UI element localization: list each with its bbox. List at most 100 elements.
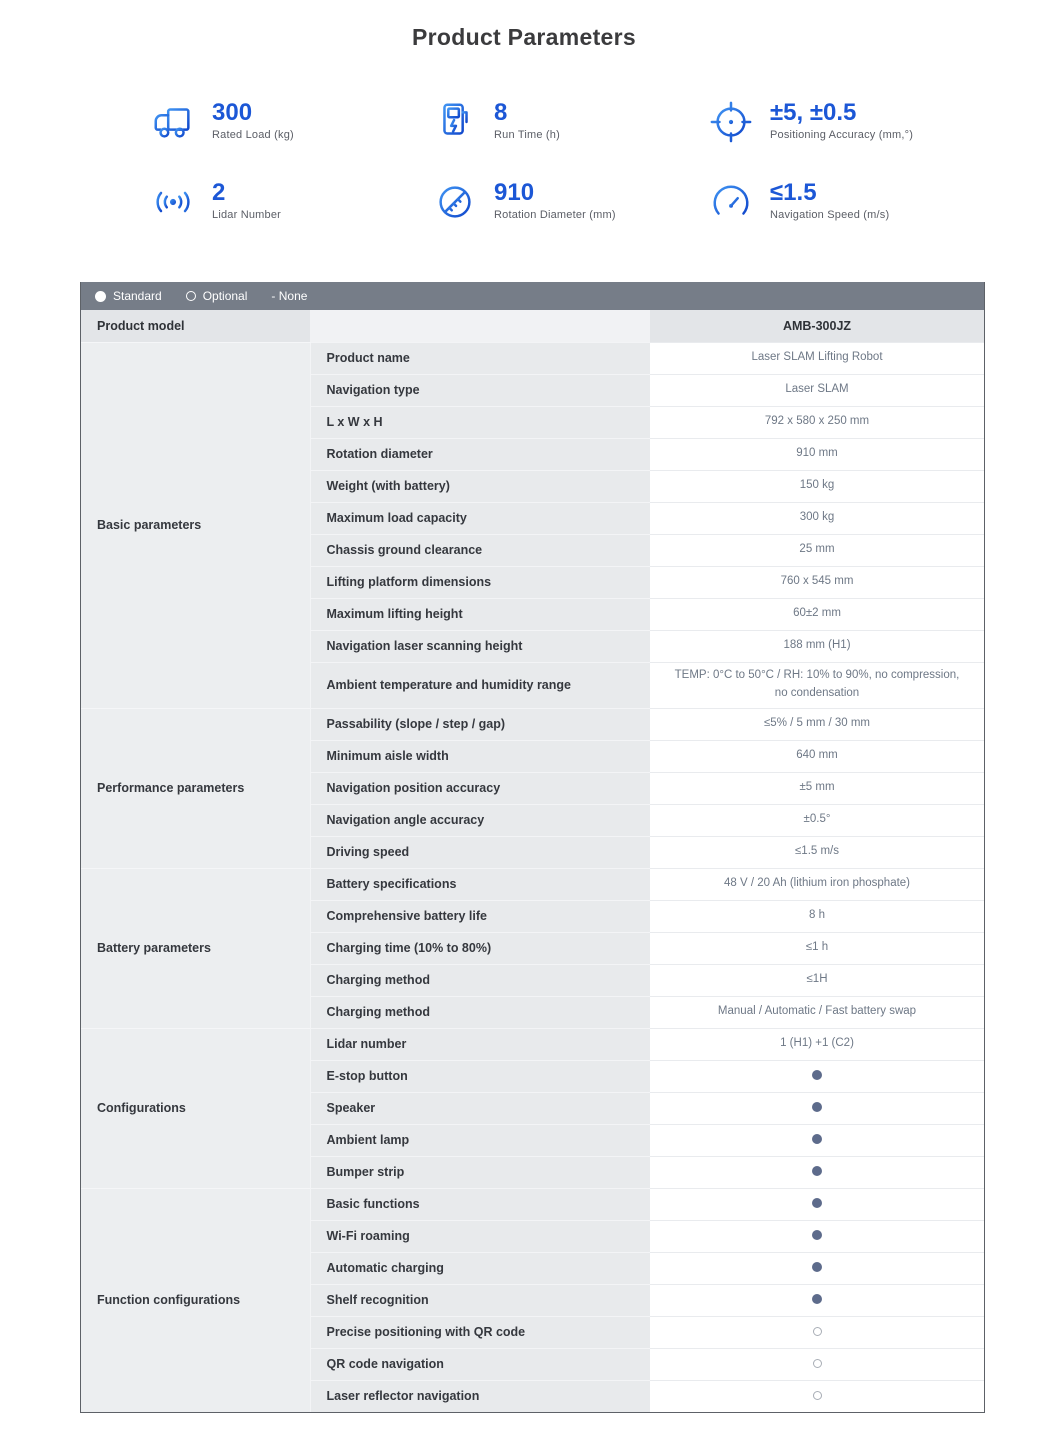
stat-value: 300 bbox=[212, 99, 253, 126]
speedometer-icon bbox=[713, 185, 749, 215]
value-cell: 150 kg bbox=[650, 469, 984, 502]
table-row: Navigation laser scanning height 188 mm (… bbox=[81, 629, 984, 662]
param-label: Product name bbox=[309, 341, 650, 374]
stat-lidar-number: 2 Lidar Number bbox=[150, 179, 432, 225]
stat-label: Lidar Number bbox=[212, 209, 282, 222]
standard-dot-icon bbox=[812, 1102, 822, 1113]
standard-dot-icon bbox=[812, 1230, 822, 1241]
charging-station-icon bbox=[440, 103, 468, 139]
param-label: Lifting platform dimensions bbox=[309, 565, 650, 598]
table-row: Minimum aisle width 640 mm bbox=[81, 739, 984, 772]
table-row: Ambient temperature and humidity range TE… bbox=[81, 661, 984, 708]
page-title: Product Parameters bbox=[412, 24, 636, 50]
table-row: Shelf recognition bbox=[81, 1283, 984, 1316]
marker-cell bbox=[650, 1283, 984, 1316]
table-row: Charging method ≤1H bbox=[81, 963, 984, 996]
section-label: Configurations bbox=[81, 1027, 310, 1188]
param-label: Maximum load capacity bbox=[309, 501, 650, 534]
table-row: Comprehensive battery life 8 h bbox=[81, 899, 984, 932]
table-row: Chassis ground clearance 25 mm bbox=[81, 533, 984, 566]
value-cell: ≤5% / 5 mm / 30 mm bbox=[650, 707, 984, 740]
value-cell: 300 kg bbox=[650, 501, 984, 534]
param-label: Chassis ground clearance bbox=[309, 533, 650, 566]
marker-cell bbox=[650, 1155, 984, 1188]
value-cell: ±5 mm bbox=[650, 771, 984, 804]
value-cell: 60±2 mm bbox=[650, 597, 984, 630]
legend-none-label: - None bbox=[271, 289, 308, 303]
param-label: Maximum lifting height bbox=[309, 597, 650, 630]
marker-cell bbox=[650, 1251, 984, 1284]
table-row: Navigation type Laser SLAM bbox=[81, 373, 984, 406]
legend-none: - None bbox=[271, 289, 307, 303]
table-row: Basic parameters Product name Laser SLAM L… bbox=[81, 341, 984, 708]
param-label: Navigation type bbox=[309, 373, 650, 406]
table-row: Automatic charging bbox=[81, 1251, 984, 1284]
marker-cell bbox=[650, 1091, 984, 1124]
param-label: L x W x H bbox=[309, 405, 650, 438]
product-model-row: Product model AMB-300JZ bbox=[81, 310, 984, 342]
param-label: Battery specifications bbox=[309, 867, 650, 900]
optional-circle-icon bbox=[812, 1390, 822, 1400]
param-label: Passability (slope / step / gap) bbox=[309, 707, 650, 740]
marker-cell bbox=[650, 1315, 984, 1348]
standard-dot-icon bbox=[812, 1134, 822, 1145]
stat-value: 8 bbox=[494, 99, 508, 126]
value-cell: Laser SLAM Lifting Robot bbox=[650, 341, 984, 374]
stat-run-time: 8 Run Time (h) bbox=[432, 99, 708, 145]
param-label: Precise positioning with QR code bbox=[309, 1315, 650, 1348]
stat-value: ≤1.5 bbox=[770, 179, 817, 206]
standard-dot-icon bbox=[812, 1166, 822, 1177]
marker-cell bbox=[650, 1379, 984, 1412]
marker-cell bbox=[650, 1347, 984, 1380]
marker-cell bbox=[650, 1219, 984, 1252]
param-label: Charging time (10% to 80%) bbox=[309, 931, 650, 964]
table-row: Maximum load capacity 300 kg bbox=[81, 501, 984, 534]
table-row: L x W x H 792 x 580 x 250 mm bbox=[81, 405, 984, 438]
value-cell: 1 (H1) +1 (C2) bbox=[650, 1027, 984, 1060]
standard-dot-icon bbox=[812, 1294, 822, 1305]
param-label: Charging method bbox=[309, 995, 650, 1028]
optional-circle-icon bbox=[812, 1358, 822, 1368]
table-row: Weight (with battery) 150 kg bbox=[81, 469, 984, 502]
standard-dot-icon bbox=[95, 290, 106, 302]
product-model-value: AMB-300JZ bbox=[650, 310, 984, 342]
param-label: Charging method bbox=[309, 963, 650, 996]
param-label: Ambient temperature and humidity range bbox=[309, 661, 650, 708]
value-cell: Manual / Automatic / Fast battery swap bbox=[650, 995, 984, 1028]
product-parameters-page: Product Parameters 300 Rated Load (kg) bbox=[0, 0, 1048, 1413]
stat-navigation-speed: ≤1.5 Navigation Speed (m/s) bbox=[708, 179, 990, 225]
param-label: Rotation diameter bbox=[309, 437, 650, 470]
value-cell: ±0.5° bbox=[650, 803, 984, 836]
table-row: Driving speed ≤1.5 m/s bbox=[81, 835, 984, 868]
stat-rotation-diameter: 910 Rotation Diameter (mm) bbox=[432, 179, 708, 225]
spec-table-body: Basic parameters Product name Laser SLAM L… bbox=[81, 341, 984, 1412]
stat-label: Rotation Diameter (mm) bbox=[494, 209, 616, 222]
param-label: Comprehensive battery life bbox=[309, 899, 650, 932]
product-model-spacer bbox=[310, 310, 650, 342]
param-label: Wi-Fi roaming bbox=[309, 1219, 650, 1252]
table-row: Charging method Manual / Automatic / Fast… bbox=[81, 995, 984, 1028]
param-label: Minimum aisle width bbox=[309, 739, 650, 772]
param-label: Driving speed bbox=[309, 835, 650, 868]
legend-standard: Standard bbox=[95, 289, 162, 303]
section-label: Function configurations bbox=[81, 1187, 310, 1412]
stat-label: Positioning Accuracy (mm,°) bbox=[770, 129, 914, 142]
table-row: Ambient lamp bbox=[81, 1123, 984, 1156]
standard-dot-icon bbox=[812, 1070, 822, 1081]
table-row: Laser reflector navigation bbox=[81, 1379, 984, 1412]
param-label: Ambient lamp bbox=[309, 1123, 650, 1156]
spec-table: Standard Optional - None bbox=[80, 282, 985, 1413]
legend-optional-label: Optional bbox=[202, 289, 248, 303]
section-label: Performance parameters bbox=[81, 707, 310, 868]
product-model-label: Product model bbox=[81, 310, 310, 342]
marker-cell bbox=[650, 1059, 984, 1092]
table-row: Speaker bbox=[81, 1091, 984, 1124]
table-row: Battery parameters Battery specifications… bbox=[81, 867, 984, 1028]
table-row: Navigation position accuracy ±5 mm bbox=[81, 771, 984, 804]
value-cell: 640 mm bbox=[650, 739, 984, 772]
table-row: Performance parameters Passability (slope… bbox=[81, 707, 984, 868]
diameter-icon bbox=[439, 186, 471, 218]
table-row: Maximum lifting height 60±2 mm bbox=[81, 597, 984, 630]
stat-value: ±5, ±0.5 bbox=[770, 99, 857, 126]
standard-dot-icon bbox=[812, 1198, 822, 1209]
